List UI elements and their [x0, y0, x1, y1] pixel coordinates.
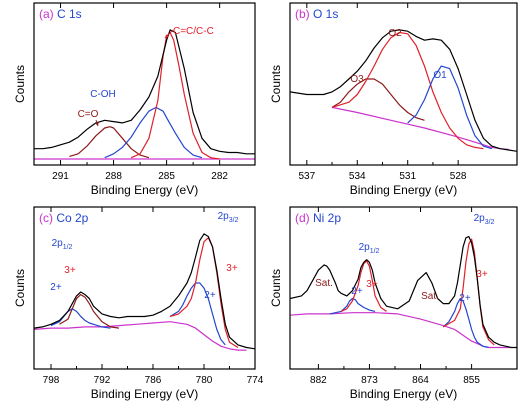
x-tick-label: 282 — [211, 171, 228, 182]
panel-letter: (a) — [39, 7, 57, 21]
x-tick-label: 288 — [105, 171, 122, 182]
component-curve-3 — [169, 282, 226, 346]
x-tick-label: 873 — [361, 375, 378, 386]
x-tick-label: 780 — [196, 375, 213, 386]
curves — [34, 29, 255, 160]
raw-curve-0 — [290, 235, 517, 349]
background-curve-4 — [331, 106, 509, 150]
panel-title: Ni 2p — [313, 211, 341, 225]
panel-title: C 1s — [57, 7, 82, 21]
curves — [290, 235, 517, 349]
component-curve-2 — [340, 260, 387, 312]
peak-annotation: 2p1/2 — [52, 238, 73, 251]
component-curve-4 — [442, 238, 495, 346]
y-axis-label: Counts — [269, 65, 283, 103]
peak-annotation: 2+ — [50, 282, 62, 293]
plot-frame — [289, 206, 518, 370]
component-curve-4 — [169, 237, 239, 349]
x-tick-label: 864 — [412, 375, 429, 386]
x-axis-label: Binding Energy (eV) — [350, 387, 457, 401]
peak-annotation: 3+ — [226, 263, 238, 274]
component-curve-3 — [442, 297, 489, 349]
panel-title: Co 2p — [56, 211, 88, 225]
peak-annotation: 2+ — [204, 290, 216, 301]
peak-annotation: Sat. — [421, 291, 439, 302]
peak-annotation: 2p1/2 — [359, 242, 380, 255]
background-curve-5 — [34, 321, 247, 351]
peak-annotation: C=O — [78, 109, 99, 120]
x-tick-label: 792 — [94, 375, 111, 386]
x-tick-label: 855 — [463, 375, 480, 386]
component-curve-3 — [407, 65, 492, 150]
panel-c-co2p: 798 792 786 780 774 Binding Energy (eV) Counts… — [13, 206, 264, 401]
component-curve-2 — [59, 294, 120, 329]
peak-annotation: C-OH — [90, 89, 116, 100]
component-curve-1 — [331, 78, 425, 121]
panel-title: O 1s — [313, 7, 338, 21]
curves — [34, 233, 255, 351]
x-tick-label: 534 — [349, 171, 366, 182]
peak-annotation: O3 — [350, 74, 364, 85]
panel-letter: (b) — [295, 7, 313, 21]
panel-tag: (d) Ni 2p — [295, 211, 341, 225]
peak-annotation: 3+ — [366, 279, 378, 290]
panel-tag: (c) Co 2p — [39, 211, 89, 225]
plot-frame — [289, 2, 518, 166]
x-axis-label: Binding Energy (eV) — [91, 387, 198, 401]
x-tick-label: 537 — [298, 171, 315, 182]
component-curve-1 — [69, 126, 150, 159]
x-axis-label: Binding Energy (eV) — [91, 183, 198, 197]
x-tick-label: 528 — [450, 171, 467, 182]
panel-letter: (d) — [295, 211, 313, 225]
component-curve-2 — [331, 31, 484, 150]
plot-frame — [33, 206, 256, 370]
peak-annotation: 2p3/2 — [474, 213, 495, 226]
y-axis-label: Counts — [13, 269, 27, 307]
panel-a-c1s: 291 288 285 282 Binding Energy (eV) Counts (a)… — [13, 2, 256, 197]
component-curve-1 — [50, 308, 111, 329]
panel-tag: (a) C 1s — [39, 7, 82, 21]
x-tick-label: 774 — [247, 375, 264, 386]
peak-annotation: 3+ — [64, 265, 76, 276]
peak-annotation: 2+ — [351, 286, 363, 297]
peak-annotation: C=C/C-C — [173, 26, 214, 37]
panel-d-ni2p: 882 873 864 855 Binding Energy (eV) Counts (d)… — [269, 206, 518, 401]
peak-annotation: Sat. — [315, 278, 333, 289]
x-tick-label: 882 — [310, 375, 327, 386]
component-curve-1 — [329, 297, 376, 315]
peak-annotation: 2+ — [459, 293, 471, 304]
peak-annotation: O1 — [433, 70, 447, 81]
y-axis-label: Counts — [269, 269, 283, 307]
annotation-arrowhead — [95, 122, 99, 126]
panel-tag: (b) O 1s — [295, 7, 338, 21]
raw-curve-0 — [34, 29, 255, 155]
peak-annotation: O2 — [388, 28, 402, 39]
x-tick-label: 285 — [158, 171, 175, 182]
peak-annotation: 3+ — [476, 269, 488, 280]
x-tick-label: 291 — [52, 171, 69, 182]
x-tick-label: 531 — [399, 171, 416, 182]
raw-curve-0 — [290, 29, 517, 152]
x-tick-label: 798 — [43, 375, 60, 386]
component-curve-2 — [104, 106, 203, 159]
curves — [290, 29, 517, 152]
x-axis-label: Binding Energy (eV) — [350, 183, 457, 197]
panel-letter: (c) — [39, 211, 56, 225]
plot-frame — [33, 2, 256, 166]
raw-curve-0 — [34, 233, 255, 350]
y-axis-label: Counts — [13, 65, 27, 103]
component-curve-3 — [130, 31, 220, 160]
x-tick-label: 786 — [145, 375, 162, 386]
peak-annotation: 2p3/2 — [218, 211, 239, 224]
annotation-arrowhead — [165, 34, 169, 38]
